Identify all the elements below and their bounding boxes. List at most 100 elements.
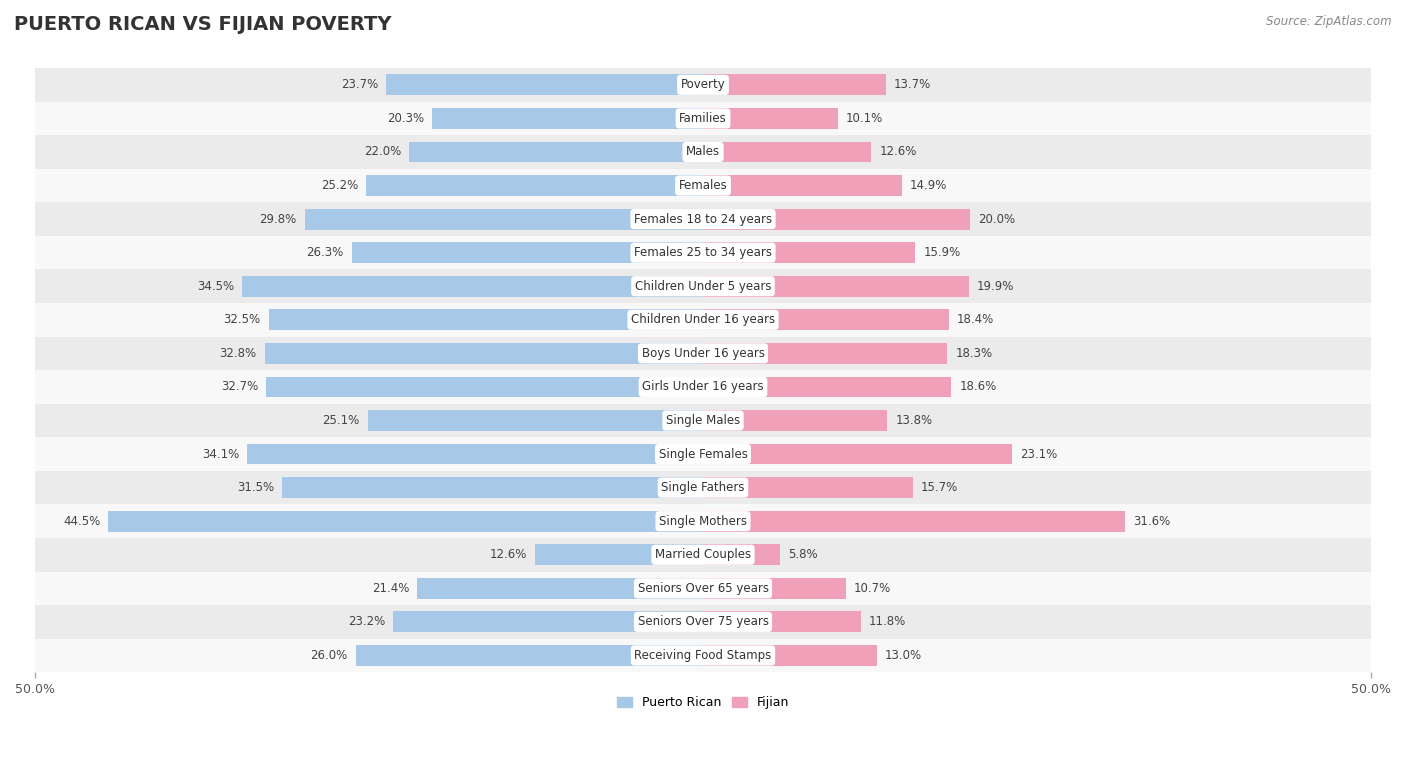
Bar (703, 377, 952, 397)
Text: 31.5%: 31.5% (238, 481, 274, 494)
Bar (35, 504, 1371, 538)
Text: Girls Under 16 years: Girls Under 16 years (643, 381, 763, 393)
Text: 25.2%: 25.2% (321, 179, 359, 192)
Bar (418, 578, 703, 599)
Bar (35, 605, 1371, 639)
Text: 15.7%: 15.7% (921, 481, 957, 494)
Bar (409, 142, 703, 162)
Bar (387, 74, 703, 96)
Bar (703, 645, 877, 666)
Text: Males: Males (686, 146, 720, 158)
Text: 26.0%: 26.0% (311, 649, 347, 662)
Text: 12.6%: 12.6% (489, 548, 527, 561)
Bar (703, 410, 887, 431)
Text: 44.5%: 44.5% (63, 515, 100, 528)
Text: Females 25 to 34 years: Females 25 to 34 years (634, 246, 772, 259)
Bar (35, 303, 1371, 337)
Bar (35, 269, 1371, 303)
Text: 20.0%: 20.0% (979, 212, 1015, 226)
Text: 12.6%: 12.6% (879, 146, 917, 158)
Bar (266, 377, 703, 397)
Text: 22.0%: 22.0% (364, 146, 401, 158)
Text: 14.9%: 14.9% (910, 179, 948, 192)
Bar (269, 309, 703, 330)
Text: Single Males: Single Males (666, 414, 740, 427)
Text: 18.6%: 18.6% (959, 381, 997, 393)
Bar (703, 243, 915, 263)
Text: Females 18 to 24 years: Females 18 to 24 years (634, 212, 772, 226)
Bar (35, 337, 1371, 370)
Legend: Puerto Rican, Fijian: Puerto Rican, Fijian (612, 691, 794, 714)
Bar (35, 135, 1371, 169)
Text: 5.8%: 5.8% (789, 548, 818, 561)
Bar (367, 175, 703, 196)
Bar (35, 538, 1371, 572)
Bar (283, 478, 703, 498)
Text: 15.9%: 15.9% (924, 246, 960, 259)
Text: PUERTO RICAN VS FIJIAN POVERTY: PUERTO RICAN VS FIJIAN POVERTY (14, 15, 391, 34)
Bar (367, 410, 703, 431)
Bar (356, 645, 703, 666)
Bar (432, 108, 703, 129)
Text: 23.1%: 23.1% (1019, 447, 1057, 461)
Bar (35, 572, 1371, 605)
Text: 34.1%: 34.1% (202, 447, 239, 461)
Text: 21.4%: 21.4% (371, 582, 409, 595)
Text: Poverty: Poverty (681, 78, 725, 92)
Bar (703, 175, 903, 196)
Bar (242, 276, 703, 296)
Bar (35, 437, 1371, 471)
Text: Families: Families (679, 112, 727, 125)
Bar (352, 243, 703, 263)
Bar (35, 202, 1371, 236)
Text: Source: ZipAtlas.com: Source: ZipAtlas.com (1267, 15, 1392, 28)
Text: 19.9%: 19.9% (977, 280, 1014, 293)
Bar (534, 544, 703, 565)
Bar (35, 68, 1371, 102)
Text: Married Couples: Married Couples (655, 548, 751, 561)
Bar (703, 208, 970, 230)
Bar (35, 236, 1371, 269)
Text: 13.7%: 13.7% (894, 78, 931, 92)
Text: 18.3%: 18.3% (956, 347, 993, 360)
Text: 13.8%: 13.8% (896, 414, 932, 427)
Text: 23.2%: 23.2% (347, 615, 385, 628)
Bar (703, 544, 780, 565)
Bar (703, 276, 969, 296)
Text: Seniors Over 75 years: Seniors Over 75 years (637, 615, 769, 628)
Bar (703, 612, 860, 632)
Text: Females: Females (679, 179, 727, 192)
Bar (703, 578, 846, 599)
Bar (108, 511, 703, 531)
Bar (703, 443, 1011, 465)
Bar (35, 639, 1371, 672)
Text: 11.8%: 11.8% (869, 615, 905, 628)
Text: 18.4%: 18.4% (957, 313, 994, 326)
Text: Boys Under 16 years: Boys Under 16 years (641, 347, 765, 360)
Text: 20.3%: 20.3% (387, 112, 423, 125)
Bar (703, 343, 948, 364)
Text: 26.3%: 26.3% (307, 246, 343, 259)
Bar (703, 478, 912, 498)
Bar (394, 612, 703, 632)
Text: 25.1%: 25.1% (322, 414, 360, 427)
Text: 23.7%: 23.7% (342, 78, 378, 92)
Text: 31.6%: 31.6% (1133, 515, 1170, 528)
Text: 10.7%: 10.7% (853, 582, 891, 595)
Text: Children Under 5 years: Children Under 5 years (634, 280, 772, 293)
Text: Single Females: Single Females (658, 447, 748, 461)
Bar (305, 208, 703, 230)
Bar (264, 343, 703, 364)
Text: 29.8%: 29.8% (260, 212, 297, 226)
Text: 32.5%: 32.5% (224, 313, 260, 326)
Bar (247, 443, 703, 465)
Text: Seniors Over 65 years: Seniors Over 65 years (637, 582, 769, 595)
Text: Single Mothers: Single Mothers (659, 515, 747, 528)
Bar (35, 370, 1371, 404)
Bar (35, 169, 1371, 202)
Text: Children Under 16 years: Children Under 16 years (631, 313, 775, 326)
Text: 32.7%: 32.7% (221, 381, 259, 393)
Bar (35, 404, 1371, 437)
Bar (703, 309, 949, 330)
Text: Single Fathers: Single Fathers (661, 481, 745, 494)
